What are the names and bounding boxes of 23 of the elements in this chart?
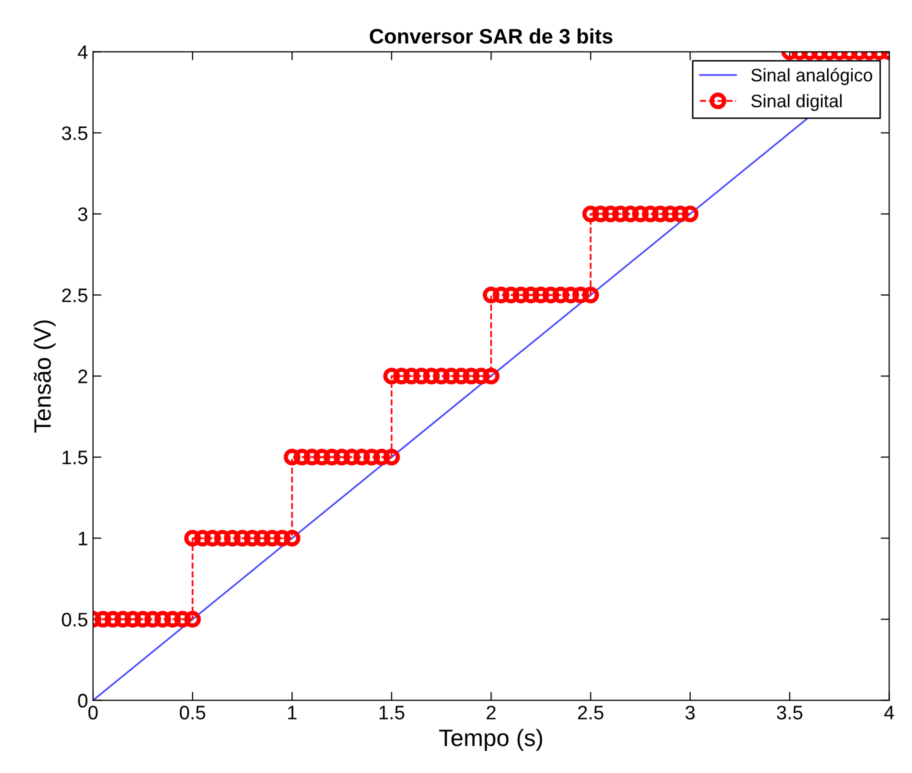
x-tick-label: 0.5 [180,706,206,720]
y-tick-label: 3.5 [62,126,88,140]
x-tick-label: 1 [288,706,297,720]
x-tick-label: 4 [884,706,894,720]
x-tick-label: 2.5 [578,706,604,720]
legend-label: Sinal digital [751,94,842,111]
x-tick-label: 2 [486,706,496,720]
y-tick-label: 2 [78,370,88,384]
legend-label: Sinal analógico [751,68,872,86]
y-tick-label: 1 [78,532,88,546]
x-tick-label: 3 [685,706,695,720]
chart-title: Conversor SAR de 3 bits [370,28,612,44]
y-tick-label: 0.5 [62,612,88,627]
y-tick-label: 4 [78,45,88,59]
x-axis-title: Tempo (s) [439,728,542,751]
x-tick-label: 1.5 [380,706,404,720]
y-tick-label: 2.5 [62,288,88,302]
y-tick-label: 1.5 [62,450,88,464]
y-tick-label: 3 [78,207,88,222]
y-axis-title: Tensão (V) [34,320,56,433]
y-tick-label: 0 [78,694,88,708]
x-tick-label: 3.5 [776,706,802,720]
x-tick-label: 0 [88,706,98,720]
